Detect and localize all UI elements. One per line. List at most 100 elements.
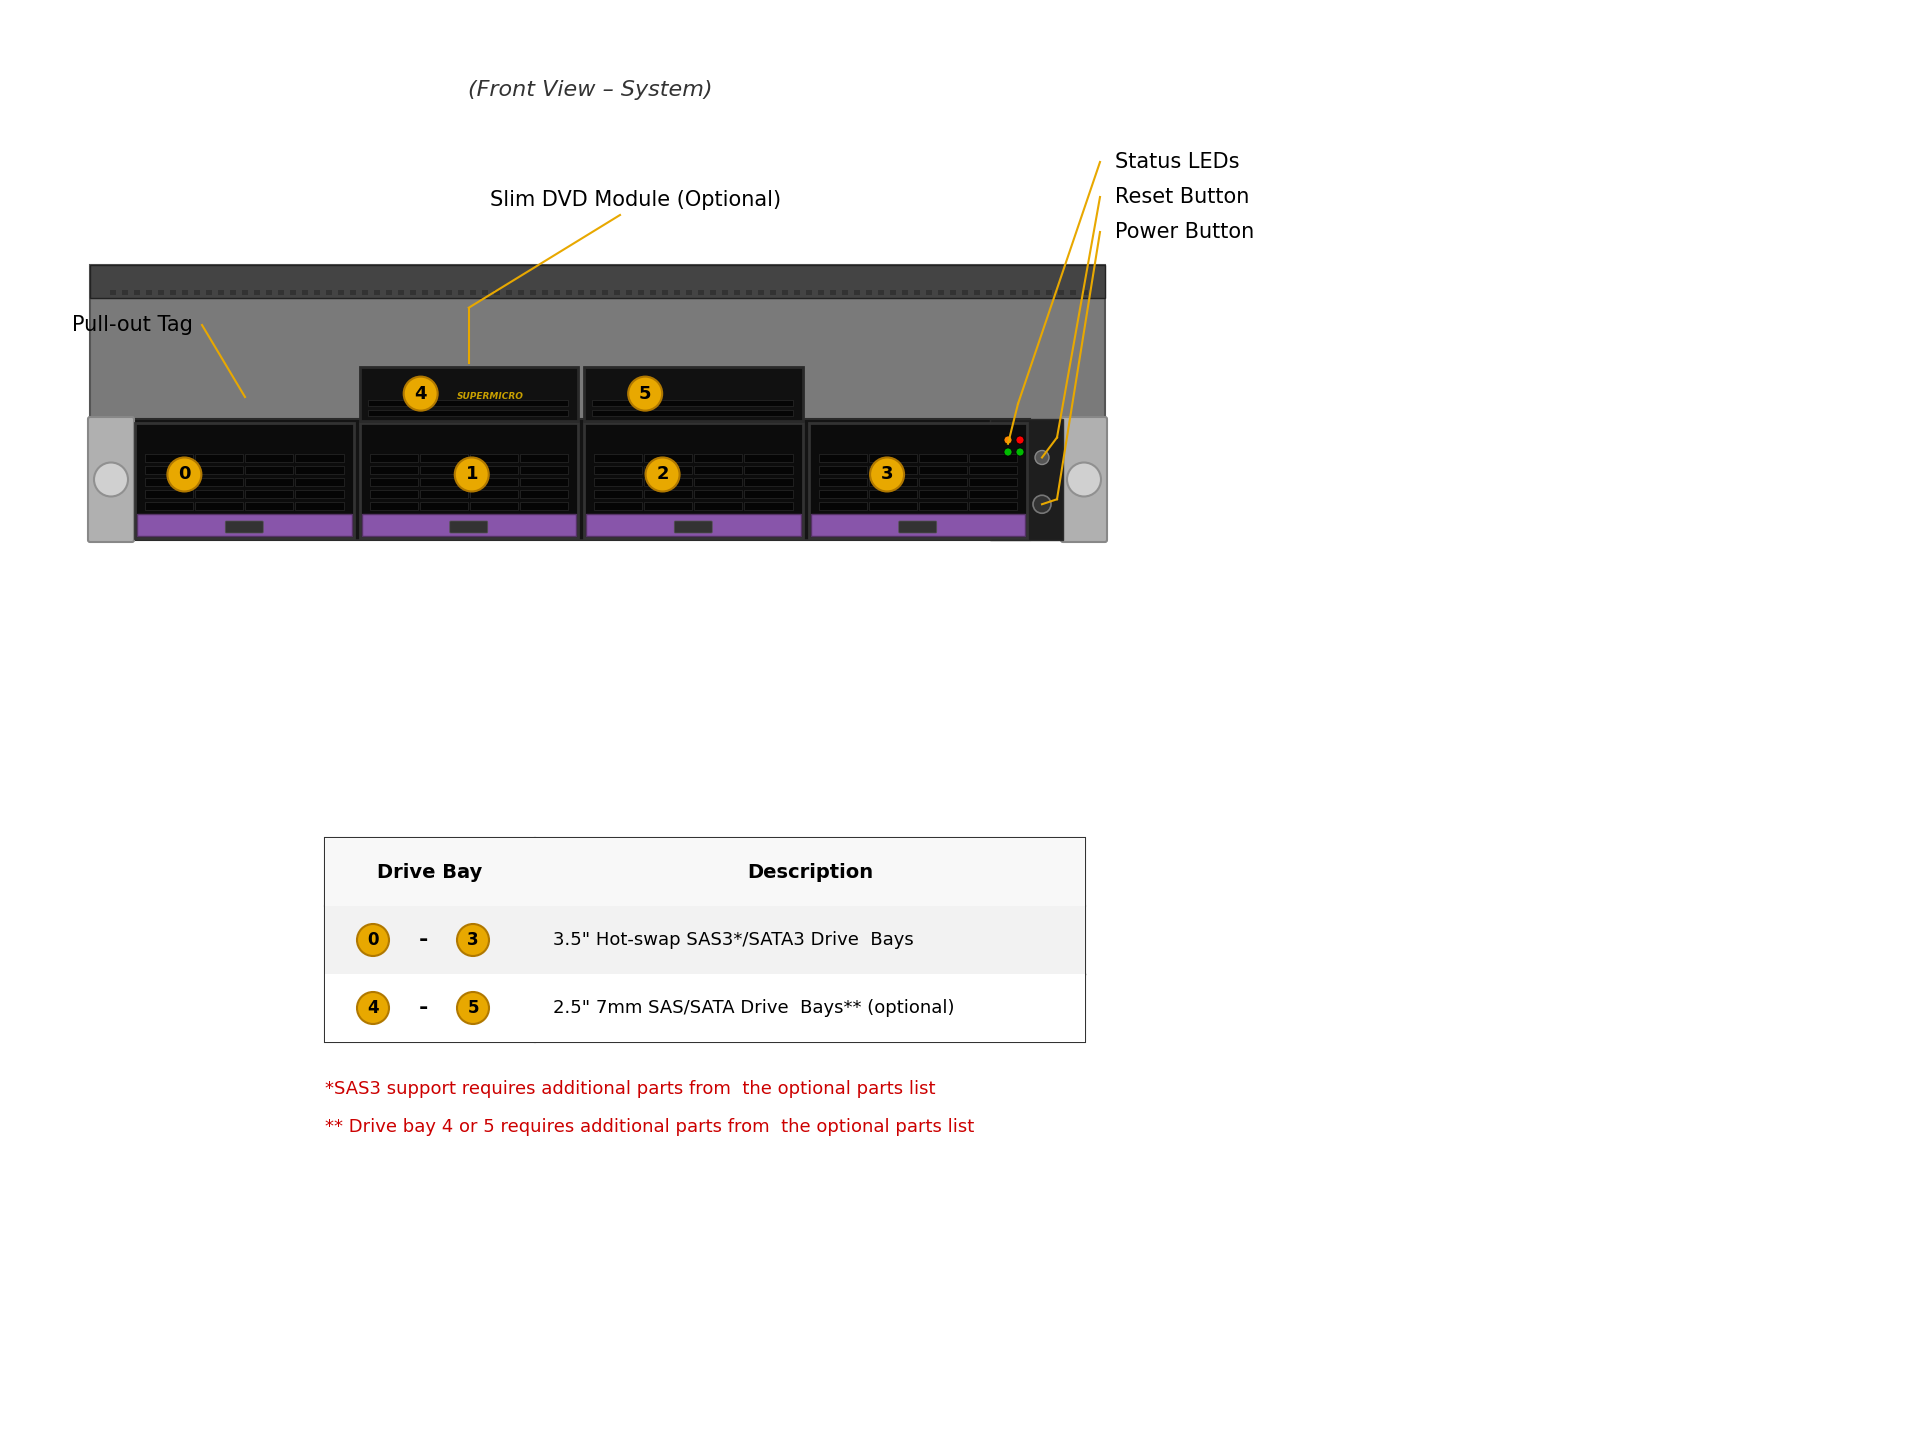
FancyBboxPatch shape: [520, 478, 568, 487]
Circle shape: [1016, 436, 1023, 444]
FancyBboxPatch shape: [246, 467, 294, 474]
FancyBboxPatch shape: [899, 521, 937, 533]
FancyBboxPatch shape: [808, 422, 1027, 539]
FancyBboxPatch shape: [578, 291, 584, 295]
FancyBboxPatch shape: [182, 291, 188, 295]
FancyBboxPatch shape: [324, 973, 1085, 1043]
FancyBboxPatch shape: [868, 490, 916, 498]
FancyBboxPatch shape: [939, 291, 945, 295]
FancyBboxPatch shape: [246, 490, 294, 498]
FancyBboxPatch shape: [359, 367, 578, 420]
FancyBboxPatch shape: [745, 478, 793, 487]
FancyBboxPatch shape: [914, 291, 920, 295]
FancyBboxPatch shape: [324, 838, 1085, 906]
FancyBboxPatch shape: [891, 291, 897, 295]
FancyBboxPatch shape: [136, 514, 351, 536]
Circle shape: [1068, 462, 1100, 497]
FancyBboxPatch shape: [745, 503, 793, 510]
FancyBboxPatch shape: [733, 291, 739, 295]
Text: Power Button: Power Button: [1116, 222, 1254, 242]
FancyBboxPatch shape: [196, 454, 244, 462]
FancyBboxPatch shape: [470, 454, 518, 462]
FancyBboxPatch shape: [109, 291, 115, 295]
FancyBboxPatch shape: [626, 291, 632, 295]
FancyBboxPatch shape: [470, 291, 476, 295]
FancyBboxPatch shape: [386, 291, 392, 295]
FancyBboxPatch shape: [253, 291, 259, 295]
FancyBboxPatch shape: [810, 514, 1025, 536]
FancyBboxPatch shape: [710, 291, 716, 295]
FancyBboxPatch shape: [196, 490, 244, 498]
FancyBboxPatch shape: [962, 291, 968, 295]
FancyBboxPatch shape: [747, 291, 753, 295]
FancyBboxPatch shape: [758, 291, 764, 295]
Text: 0: 0: [367, 932, 378, 949]
FancyBboxPatch shape: [196, 467, 244, 474]
FancyBboxPatch shape: [987, 291, 993, 295]
Circle shape: [628, 377, 662, 410]
FancyBboxPatch shape: [591, 399, 793, 406]
Text: 0: 0: [179, 465, 190, 484]
Circle shape: [1016, 448, 1023, 456]
Text: 4: 4: [415, 384, 426, 403]
FancyBboxPatch shape: [482, 291, 488, 295]
FancyBboxPatch shape: [449, 521, 488, 533]
FancyBboxPatch shape: [593, 467, 641, 474]
FancyBboxPatch shape: [301, 291, 307, 295]
FancyBboxPatch shape: [205, 291, 211, 295]
FancyBboxPatch shape: [868, 467, 916, 474]
FancyBboxPatch shape: [806, 291, 812, 295]
FancyBboxPatch shape: [593, 503, 641, 510]
FancyBboxPatch shape: [134, 291, 140, 295]
FancyBboxPatch shape: [230, 291, 236, 295]
FancyBboxPatch shape: [196, 503, 244, 510]
Text: Slim DVD Module (Optional): Slim DVD Module (Optional): [490, 190, 781, 210]
FancyBboxPatch shape: [367, 409, 568, 416]
FancyBboxPatch shape: [920, 503, 968, 510]
FancyBboxPatch shape: [445, 291, 451, 295]
FancyBboxPatch shape: [643, 467, 693, 474]
Circle shape: [94, 462, 129, 497]
FancyBboxPatch shape: [695, 454, 743, 462]
FancyBboxPatch shape: [541, 291, 547, 295]
Text: SUPERMICRO: SUPERMICRO: [457, 392, 524, 400]
Circle shape: [1035, 451, 1048, 465]
FancyBboxPatch shape: [745, 467, 793, 474]
Circle shape: [1033, 495, 1050, 513]
Circle shape: [1004, 448, 1012, 456]
FancyBboxPatch shape: [586, 514, 801, 536]
FancyBboxPatch shape: [146, 478, 194, 487]
FancyBboxPatch shape: [420, 503, 468, 510]
FancyBboxPatch shape: [290, 291, 296, 295]
Circle shape: [870, 458, 904, 491]
FancyBboxPatch shape: [470, 467, 518, 474]
FancyBboxPatch shape: [818, 478, 866, 487]
Text: -: -: [419, 930, 428, 950]
Text: 3: 3: [467, 932, 478, 949]
FancyBboxPatch shape: [674, 291, 680, 295]
FancyBboxPatch shape: [196, 478, 244, 487]
Circle shape: [455, 458, 490, 491]
FancyBboxPatch shape: [795, 291, 801, 295]
FancyBboxPatch shape: [643, 503, 693, 510]
FancyBboxPatch shape: [818, 467, 866, 474]
FancyBboxPatch shape: [123, 291, 129, 295]
FancyBboxPatch shape: [1046, 291, 1052, 295]
FancyBboxPatch shape: [584, 422, 803, 539]
FancyBboxPatch shape: [363, 291, 369, 295]
FancyBboxPatch shape: [637, 291, 643, 295]
FancyBboxPatch shape: [925, 291, 931, 295]
FancyBboxPatch shape: [695, 490, 743, 498]
FancyBboxPatch shape: [369, 467, 419, 474]
Text: 5: 5: [467, 999, 478, 1017]
FancyBboxPatch shape: [555, 291, 561, 295]
FancyBboxPatch shape: [134, 422, 353, 539]
FancyBboxPatch shape: [225, 521, 263, 533]
FancyBboxPatch shape: [88, 418, 134, 541]
Text: 5: 5: [639, 384, 651, 403]
FancyBboxPatch shape: [157, 291, 163, 295]
FancyBboxPatch shape: [1010, 291, 1016, 295]
FancyBboxPatch shape: [369, 490, 419, 498]
Text: 2.5" 7mm SAS/SATA Drive  Bays** (optional): 2.5" 7mm SAS/SATA Drive Bays** (optional…: [553, 999, 954, 1017]
FancyBboxPatch shape: [991, 419, 1064, 540]
